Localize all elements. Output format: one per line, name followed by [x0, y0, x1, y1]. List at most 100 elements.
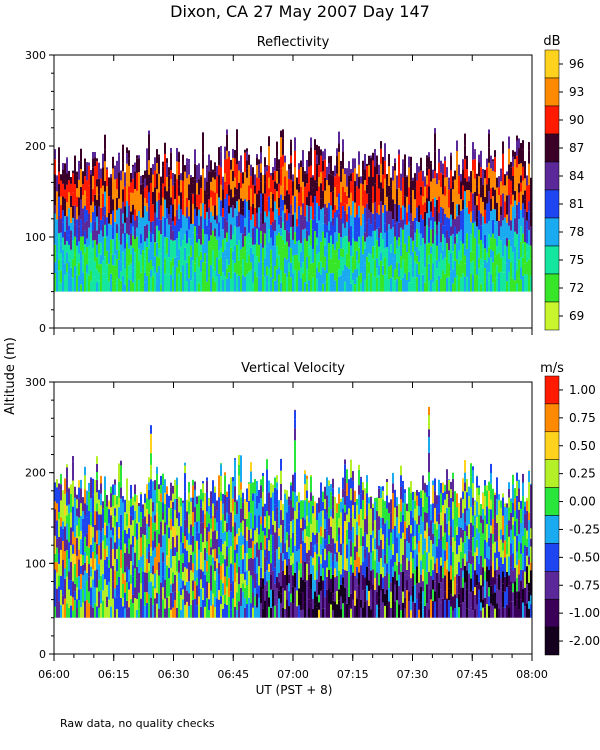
heatmap-cell [378, 573, 380, 586]
heatmap-cell [264, 503, 266, 505]
heatmap-cell [170, 549, 172, 568]
heatmap-cell [56, 572, 58, 589]
heatmap-cell [442, 598, 444, 618]
heatmap-cell [150, 516, 152, 533]
heatmap-cell [510, 498, 512, 502]
heatmap-cell [330, 221, 332, 236]
heatmap-cell [104, 273, 106, 292]
heatmap-cell [54, 516, 56, 536]
heatmap-cell [182, 257, 184, 266]
heatmap-cell [426, 155, 428, 158]
heatmap-cell [54, 501, 56, 510]
heatmap-cell [412, 536, 414, 551]
heatmap-cell [374, 560, 376, 579]
heatmap-cell [304, 255, 306, 263]
heatmap-cell [434, 536, 436, 546]
heatmap-cell [412, 558, 414, 574]
heatmap-cell [206, 477, 208, 481]
heatmap-cell [248, 154, 250, 165]
heatmap-cell [520, 209, 522, 227]
heatmap-cell [454, 608, 456, 618]
heatmap-cell [490, 155, 492, 169]
heatmap-cell [340, 501, 342, 513]
heatmap-cell [330, 258, 332, 274]
heatmap-cell [88, 564, 90, 577]
heatmap-cell [86, 264, 88, 273]
heatmap-cell [112, 516, 114, 528]
heatmap-cell [298, 280, 300, 292]
heatmap-cell [306, 283, 308, 292]
heatmap-cell [456, 507, 458, 527]
heatmap-cell [262, 608, 264, 618]
heatmap-cell [382, 588, 384, 603]
heatmap-cell [76, 587, 78, 600]
heatmap-cell [484, 607, 486, 618]
colorbar-tick-label: 75 [569, 253, 584, 267]
heatmap-cell [144, 241, 146, 252]
y-tick-label: 200 [25, 140, 46, 153]
heatmap-cell [488, 178, 490, 192]
heatmap-cell [286, 585, 288, 600]
heatmap-cell [266, 523, 268, 538]
heatmap-cell [64, 244, 66, 264]
heatmap-cell [354, 501, 356, 519]
heatmap-cell [262, 223, 264, 234]
heatmap-cell [402, 532, 404, 547]
heatmap-cell [480, 167, 482, 178]
heatmap-cell [152, 221, 154, 235]
heatmap-cell [480, 610, 482, 618]
heatmap-cell [512, 224, 514, 239]
heatmap-cell [378, 214, 380, 228]
heatmap-cell [100, 505, 102, 515]
heatmap-cell [176, 179, 178, 197]
heatmap-cell [266, 253, 268, 267]
heatmap-cell [462, 529, 464, 543]
heatmap-cell [382, 250, 384, 266]
heatmap-cell [94, 479, 96, 495]
heatmap-cell [256, 557, 258, 574]
heatmap-cell [404, 224, 406, 244]
heatmap-cell [90, 587, 92, 606]
heatmap-cell [60, 232, 62, 244]
heatmap-cell [320, 563, 322, 576]
heatmap-cell [260, 243, 262, 263]
heatmap-cell [64, 504, 66, 516]
heatmap-cell [276, 156, 278, 172]
heatmap-cell [256, 484, 258, 496]
heatmap-cell [448, 588, 450, 601]
heatmap-cell [230, 239, 232, 248]
heatmap-cell [206, 598, 208, 618]
heatmap-cell [58, 260, 60, 271]
heatmap-cell [530, 226, 532, 246]
heatmap-cell [340, 160, 342, 166]
heatmap-cell [56, 538, 58, 548]
heatmap-cell [524, 169, 526, 179]
heatmap-cell [198, 504, 200, 522]
heatmap-cell [432, 544, 434, 557]
heatmap-cell [270, 249, 272, 265]
heatmap-cell [314, 579, 316, 592]
heatmap-cell [446, 523, 448, 542]
heatmap-cell [236, 164, 238, 177]
heatmap-cell [98, 564, 100, 580]
heatmap-cell [102, 540, 104, 559]
heatmap-cell [216, 193, 218, 208]
heatmap-cell [238, 465, 240, 476]
heatmap-cell [322, 283, 324, 292]
heatmap-cell [102, 574, 104, 591]
heatmap-cell [226, 491, 228, 497]
heatmap-cell [212, 503, 214, 516]
heatmap-cell [474, 192, 476, 206]
heatmap-cell [172, 493, 174, 502]
heatmap-cell [342, 206, 344, 224]
heatmap-cell [234, 195, 236, 209]
heatmap-cell [520, 543, 522, 554]
heatmap-cell [476, 539, 478, 548]
heatmap-cell [262, 562, 264, 579]
heatmap-cell [66, 216, 68, 231]
heatmap-cell [102, 167, 104, 186]
heatmap-cell [442, 577, 444, 587]
heatmap-cell [102, 153, 104, 168]
heatmap-cell [152, 574, 154, 586]
heatmap-cell [430, 253, 432, 271]
